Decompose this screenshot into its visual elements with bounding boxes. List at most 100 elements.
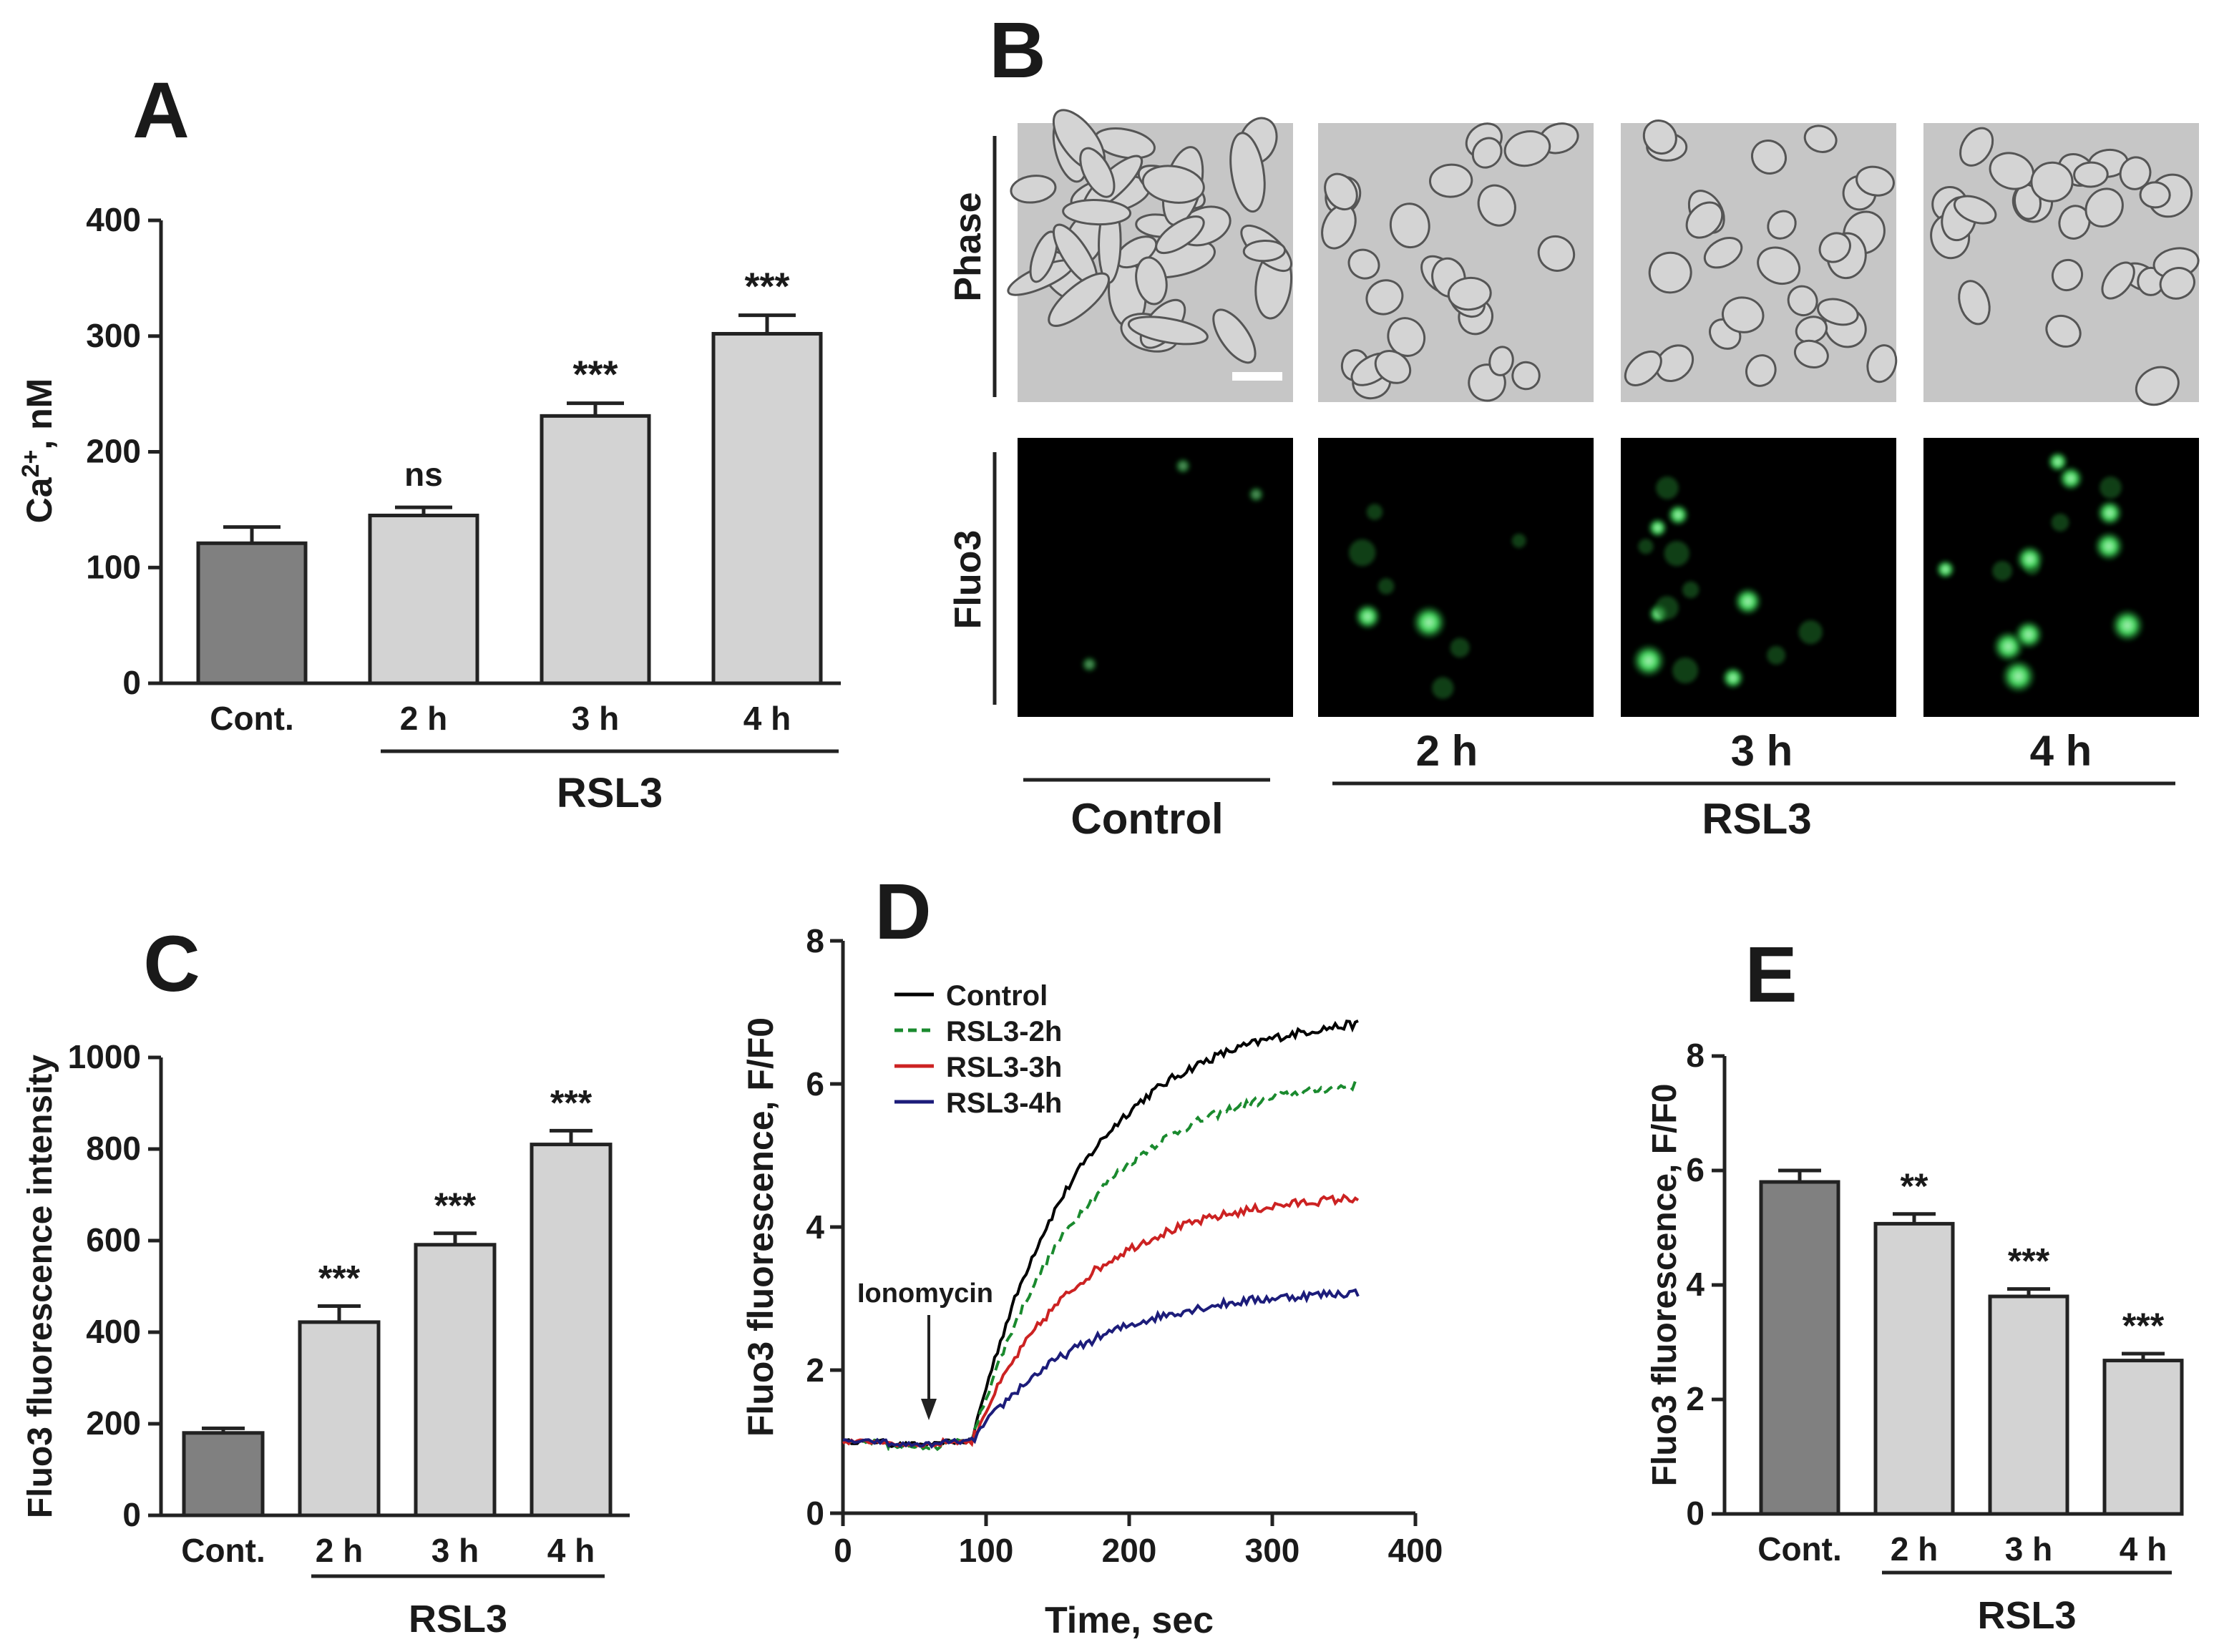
series-line-rsl3-4h: [842, 1288, 1360, 1450]
fluo3-cell: [1411, 605, 1447, 640]
y-tick-label: 200: [86, 1404, 141, 1442]
fluo3-cell: [1682, 581, 1699, 599]
phase-cell-outline: [2139, 181, 2171, 209]
y-tick-label: 1000: [68, 1038, 141, 1075]
y-tick-label: 0: [1686, 1495, 1705, 1532]
panel-a-calcium-chart: A 0 100 200 300 400 Cont. ns 2 h *** 3 h *** 4 h RSL…: [17, 67, 841, 816]
x-tick-label: 0: [834, 1532, 852, 1569]
fluo3-cell: [1366, 504, 1383, 520]
fluo3-cell: [1664, 540, 1689, 567]
phase-cell-outline: [1488, 346, 1514, 376]
fluo3-cell: [1656, 476, 1679, 499]
fluo3-cell: [2015, 544, 2044, 574]
significance-label: ***: [744, 265, 789, 308]
phase-cell-outline: [1866, 344, 1898, 383]
phase-cell-outline: [1855, 165, 1895, 197]
phase-cell-outline: [1365, 279, 1404, 316]
phase-cell-outline: [1537, 235, 1576, 272]
bar: [1988, 1294, 2069, 1516]
bar: [298, 1320, 381, 1517]
fluo3-image: [1018, 438, 1293, 717]
phase-cell-outline: [2119, 156, 2152, 190]
phase-cell-outline: [1757, 246, 1801, 285]
fluo3-cell: [2093, 530, 2125, 562]
phase-cell-outline: [1477, 184, 1516, 227]
y-tick-label: 0: [122, 664, 141, 701]
y-tick-label: 8: [1686, 1037, 1705, 1074]
phase-cell-outline: [1624, 350, 1662, 386]
significance-label: ***: [550, 1082, 592, 1123]
column-label-3h: 3 h: [1731, 727, 1793, 775]
fluo3-cell: [2057, 465, 2084, 492]
phase-cell-outline: [1817, 298, 1859, 326]
phase-cell-outline: [1959, 127, 1994, 167]
fluo3-cell: [1667, 503, 1690, 527]
ionomycin-annotation: Ionomycin: [857, 1279, 993, 1309]
x-tick-label: 200: [1102, 1532, 1157, 1569]
significance-label: ns: [404, 456, 443, 493]
bar: [414, 1243, 497, 1517]
phase-cell-outline: [1503, 130, 1551, 167]
legend-label: RSL3-2h: [946, 1016, 1062, 1047]
x-axis-label: Time, sec: [1045, 1600, 1214, 1641]
phase-cell-outline: [1793, 339, 1829, 368]
phase-cell-outline: [2135, 366, 2180, 406]
panel-d-time-course-chart: D 0 2 4 6 8 0 100 200 300 400 Time, sec Fluo3 fluor…: [741, 868, 1443, 1641]
fluo3-cell: [2051, 513, 2069, 532]
y-tick-label: 8: [806, 922, 824, 959]
y-tick-label: 800: [86, 1130, 141, 1167]
phase-cell-outline: [1048, 272, 1111, 327]
phase-cell-outline: [1767, 210, 1797, 240]
y-axis-label: Ca2+, nM: [17, 378, 59, 524]
phase-cell-outline: [2101, 261, 2135, 300]
x-category-label: 4 h: [743, 700, 791, 737]
rsl3-group-label-b: RSL3: [1702, 795, 1811, 843]
x-category-label: Cont.: [210, 700, 294, 737]
y-tick-label: 6: [806, 1065, 824, 1103]
phase-cell-outline: [2030, 161, 2074, 202]
phase-cell-outline: [1751, 140, 1787, 175]
fluo3-cell: [2047, 451, 2069, 473]
control-group-label: Control: [1071, 795, 1223, 843]
phase-cell-outline: [1429, 163, 1473, 198]
row-label-fluo3: Fluo3: [947, 530, 989, 630]
y-tick-label: 400: [86, 1313, 141, 1350]
phase-cell-outline: [1347, 248, 1380, 280]
fluo3-cell: [1349, 539, 1376, 567]
x-category-label: 2 h: [316, 1532, 363, 1569]
y-tick-label: 2: [806, 1352, 824, 1389]
phase-cell-outline: [1648, 251, 1692, 294]
fluo3-cell: [1631, 643, 1667, 678]
phase-cell-outline: [1703, 237, 1743, 269]
x-tick-label: 400: [1388, 1532, 1443, 1569]
phase-cell-outline: [1229, 132, 1266, 213]
phase-cell-outline: [1387, 317, 1426, 357]
phase-cell-outline: [2058, 205, 2091, 240]
y-tick-label: 0: [122, 1496, 141, 1533]
phase-cell-outline: [1953, 195, 1997, 225]
bar: [182, 1431, 265, 1517]
phase-cell-outline: [1127, 316, 1209, 346]
phase-cell-outline: [1721, 296, 1765, 333]
phase-cell-outline: [1471, 137, 1503, 169]
significance-label: ***: [572, 353, 618, 396]
y-tick-label: 4: [806, 1208, 824, 1246]
y-axis-label: Fluo3 fluorescence intensity: [21, 1055, 59, 1518]
fluo3-cell: [1935, 559, 1956, 580]
significance-label: ***: [2008, 1241, 2050, 1281]
bar: [1873, 1221, 1955, 1516]
y-tick-label: 300: [86, 317, 141, 354]
bar: [2102, 1359, 2184, 1516]
series-line-rsl3-2h: [842, 1078, 1360, 1452]
legend-label: Control: [946, 980, 1048, 1012]
column-label-2h: 2 h: [1416, 727, 1478, 775]
phase-cell-outline: [1135, 256, 1168, 306]
phase-cell-outline: [1447, 276, 1492, 311]
phase-cell-outline: [1511, 361, 1541, 391]
phase-cell-outline: [1787, 285, 1818, 317]
phase-cell-outline: [1062, 199, 1132, 226]
x-category-label: Cont.: [1757, 1530, 1842, 1568]
y-axis-label: Fluo3 fluorescence, F/F0: [741, 1017, 781, 1437]
legend-label: RSL3-4h: [946, 1088, 1062, 1119]
panel-d-letter: D: [874, 868, 931, 956]
